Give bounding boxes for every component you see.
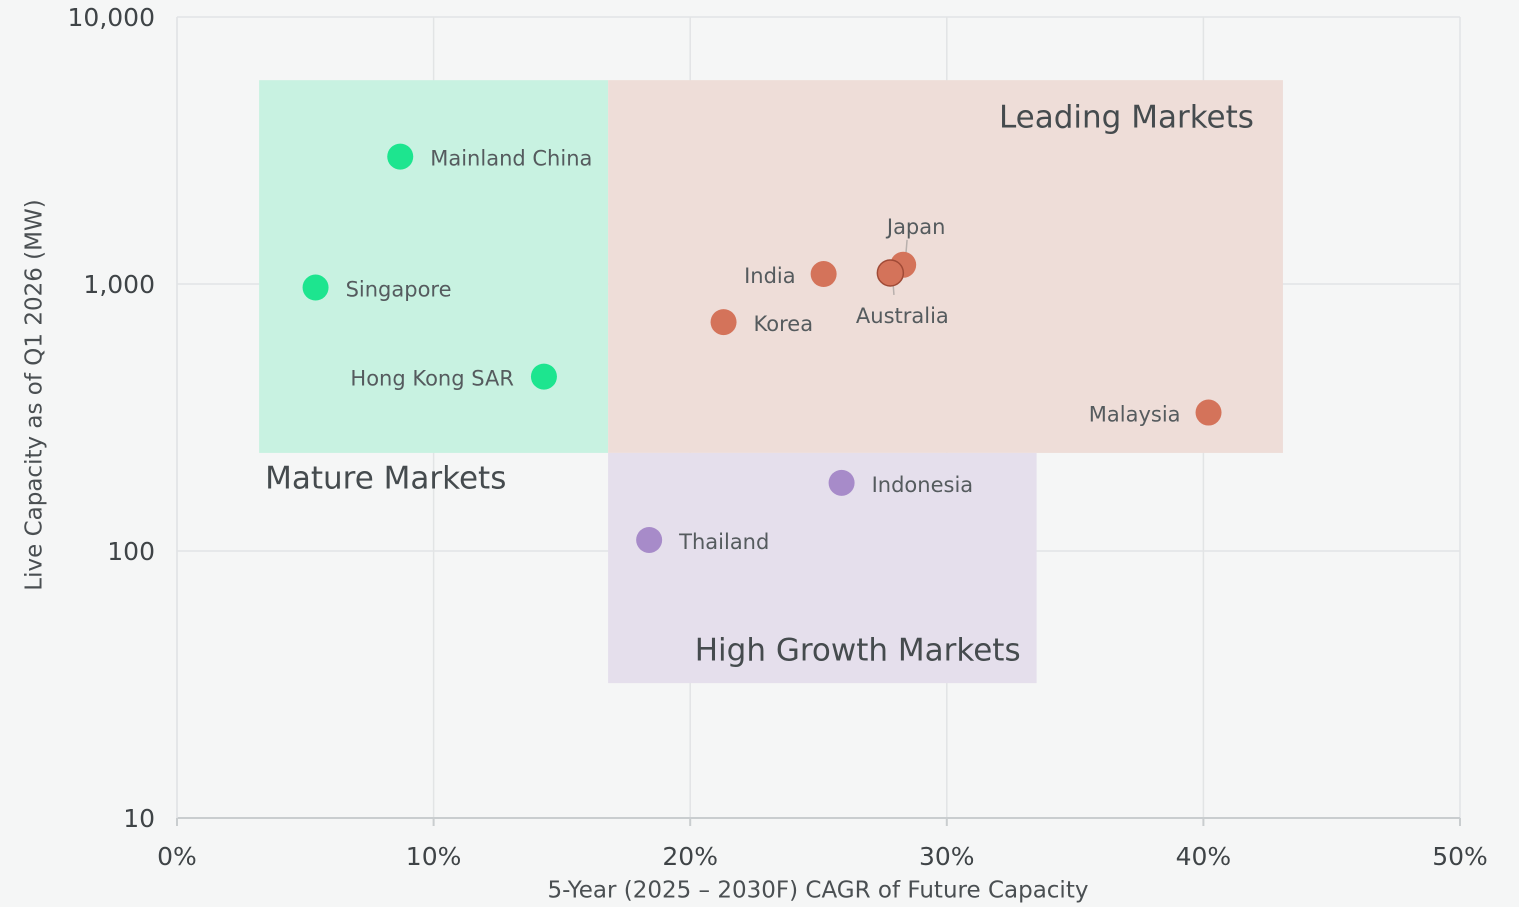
point-label: Korea bbox=[754, 312, 814, 336]
region bbox=[608, 80, 1283, 453]
point-label: Thailand bbox=[678, 530, 769, 554]
axes: 0% 10% 20% 30% 40% 50% 10 100 1,000 10,000 bbox=[68, 3, 1488, 871]
point-label: India bbox=[744, 264, 796, 288]
region-label: Mature Markets bbox=[265, 460, 506, 496]
point bbox=[710, 309, 737, 336]
y-tick-label: 10 bbox=[123, 804, 155, 833]
x-tick-label: 10% bbox=[406, 842, 462, 871]
point-label: Singapore bbox=[346, 278, 452, 302]
y-axis-title: Live Capacity as of Q1 2026 (MW) bbox=[22, 199, 48, 590]
point-label: Australia bbox=[856, 304, 949, 328]
x-tick-label: 0% bbox=[157, 842, 197, 871]
region bbox=[608, 452, 1037, 684]
point-label: Malaysia bbox=[1089, 403, 1181, 427]
y-tick-label: 100 bbox=[107, 537, 155, 566]
point-label: Hong Kong SAR bbox=[350, 367, 514, 391]
point bbox=[636, 526, 663, 553]
point-label: Mainland China bbox=[430, 147, 592, 171]
region-label: High Growth Markets bbox=[695, 633, 1021, 669]
region-label: Leading Markets bbox=[999, 100, 1254, 136]
x-tick-label: 40% bbox=[1176, 842, 1232, 871]
point bbox=[828, 469, 855, 496]
region bbox=[259, 80, 609, 453]
point bbox=[387, 143, 414, 170]
point bbox=[302, 274, 329, 301]
point bbox=[1195, 399, 1222, 426]
point-label: Japan bbox=[885, 215, 946, 239]
x-tick-label: 20% bbox=[662, 842, 718, 871]
point bbox=[876, 259, 905, 287]
point-label: Indonesia bbox=[872, 473, 974, 497]
y-tick-label: 10,000 bbox=[68, 3, 155, 32]
regions: Mature Markets Leading Markets High Growth… bbox=[259, 80, 1283, 684]
point bbox=[810, 261, 837, 288]
points: Mainland China Singapore Hong Kong SAR Indi… bbox=[302, 143, 1222, 554]
point bbox=[530, 363, 557, 390]
y-tick-label: 1,000 bbox=[83, 270, 155, 299]
x-tick-label: 50% bbox=[1432, 842, 1488, 871]
x-axis-title: 5-Year (2025 – 2030F) CAGR of Future Cap… bbox=[548, 878, 1089, 904]
x-tick-label: 30% bbox=[919, 842, 975, 871]
